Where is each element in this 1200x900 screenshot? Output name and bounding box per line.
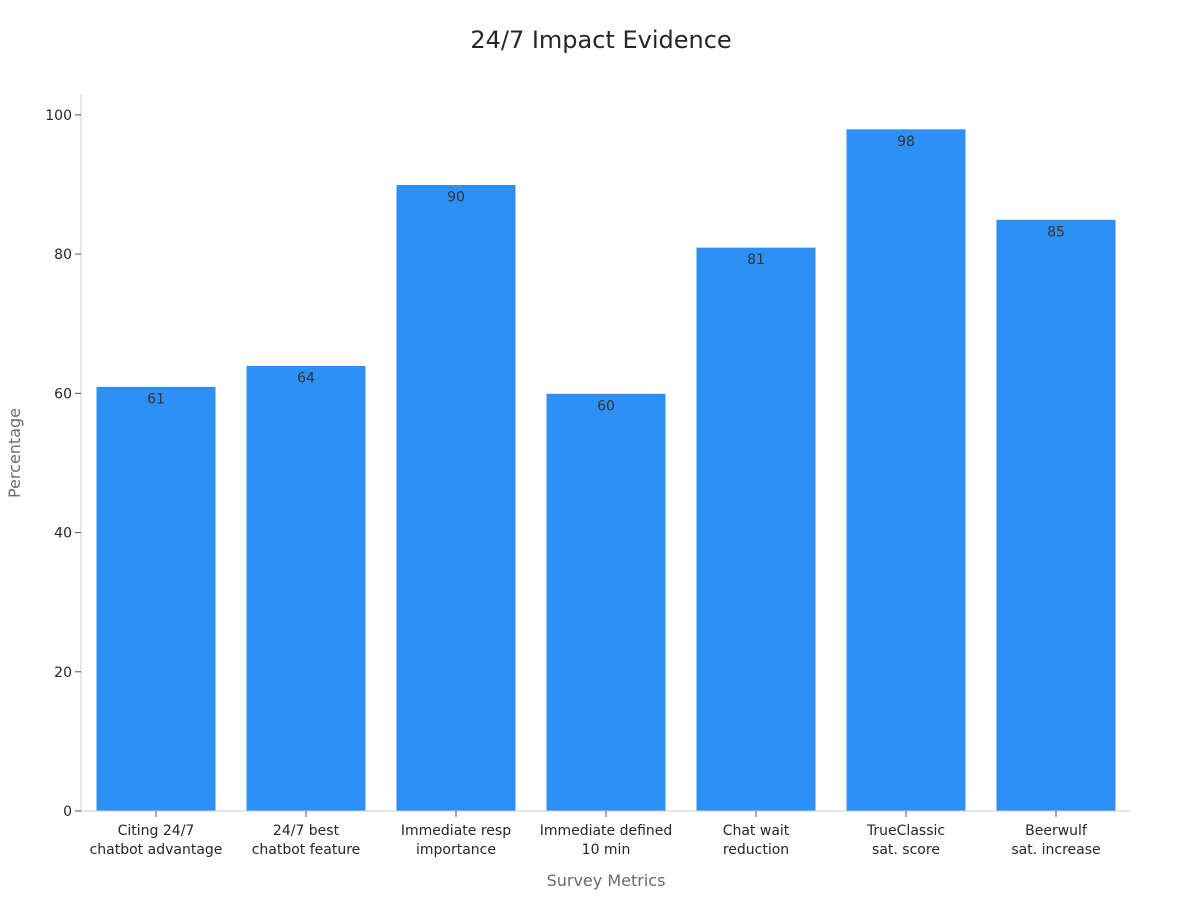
x-tick-label: Chat wait reduction bbox=[723, 823, 790, 858]
bar-value-label: 85 bbox=[1047, 224, 1065, 240]
bar bbox=[95, 385, 217, 812]
axes-group: 0 20 40 60 80 100 Citing 24/7 chatbot advantage… bbox=[45, 94, 1130, 858]
x-tick-label: Immediate resp importance bbox=[401, 823, 511, 858]
chart-title: 24/7 Impact Evidence bbox=[470, 26, 731, 54]
bar bbox=[545, 392, 667, 812]
x-axis-label: Survey Metrics bbox=[547, 871, 666, 890]
bar bbox=[395, 183, 517, 812]
y-tick-label: 20 bbox=[54, 665, 72, 681]
x-tick-label: Beerwulf sat. increase bbox=[1011, 823, 1100, 858]
bar-value-label: 61 bbox=[147, 391, 165, 407]
bar bbox=[695, 246, 817, 812]
bar-value-label: 64 bbox=[297, 370, 315, 386]
bar-value-label: 90 bbox=[447, 189, 465, 205]
bar bbox=[845, 128, 967, 812]
bar-value-label: 60 bbox=[597, 398, 615, 414]
bar-value-label: 81 bbox=[747, 252, 765, 268]
bar bbox=[995, 218, 1117, 812]
y-tick-label: 80 bbox=[54, 247, 72, 263]
x-tick-label: Citing 24/7 chatbot advantage bbox=[90, 823, 223, 858]
y-axis-label: Percentage bbox=[5, 408, 24, 498]
bar bbox=[245, 364, 367, 812]
y-tick-label: 100 bbox=[45, 108, 72, 124]
y-tick-label: 0 bbox=[63, 804, 72, 820]
bar-value-label: 98 bbox=[897, 134, 915, 150]
x-tick-label: TrueClassic sat. score bbox=[866, 823, 945, 858]
bars-group: 61 64 90 60 81 98 85 bbox=[95, 128, 1117, 812]
x-tick-label: Immediate defined 10 min bbox=[540, 823, 673, 858]
y-tick-label: 60 bbox=[54, 386, 72, 402]
x-tick-label: 24/7 best chatbot feature bbox=[252, 823, 361, 858]
y-tick-label: 40 bbox=[54, 526, 72, 542]
